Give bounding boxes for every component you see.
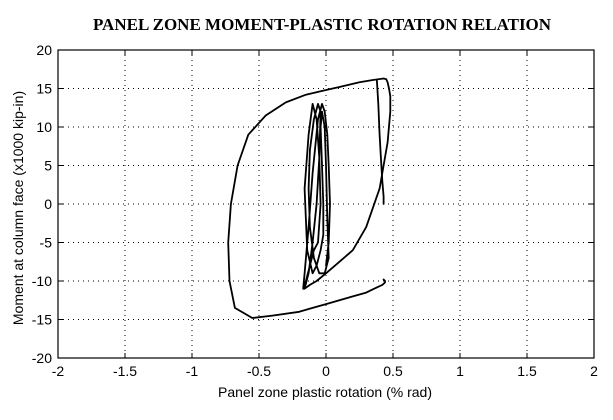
y-tick-label: -15 (32, 312, 52, 328)
x-tick-label: 0.5 (383, 363, 403, 379)
series-line-1 (227, 77, 392, 319)
chart-title: PANEL ZONE MOMENT-PLASTIC ROTATION RELAT… (93, 15, 552, 34)
x-tick-label: 1.5 (517, 363, 537, 379)
y-tick-label: 15 (36, 81, 52, 97)
y-axis-label: Moment at column face (x1000 kip-in) (10, 91, 26, 325)
x-tick-label: 2 (590, 363, 598, 379)
y-tick-label: 5 (44, 158, 52, 174)
y-tick-label: 10 (36, 119, 52, 135)
x-tick-label: -2 (52, 363, 65, 379)
y-tick-label: -10 (32, 273, 52, 289)
y-tick-label: -5 (40, 235, 53, 251)
x-tick-label: 1 (456, 363, 464, 379)
x-tick-label: -0.5 (247, 363, 271, 379)
series-line-2 (375, 79, 385, 205)
y-tick-label: 0 (44, 196, 52, 212)
y-tick-label: 20 (36, 42, 52, 58)
hysteresis-curves (227, 77, 392, 319)
axis-ticks: -2 -1.5 -1 -0.5 0 0.5 1 1.5 2 -20 -15 -10 -5 0 5 10 15 20 (32, 42, 598, 379)
x-tick-label: -1.5 (113, 363, 137, 379)
x-tick-label: -1 (186, 363, 199, 379)
grid (58, 50, 594, 358)
y-tick-label: -20 (32, 350, 52, 366)
x-axis-label: Panel zone plastic rotation (% rad) (218, 384, 432, 400)
x-tick-label: 0 (322, 363, 330, 379)
